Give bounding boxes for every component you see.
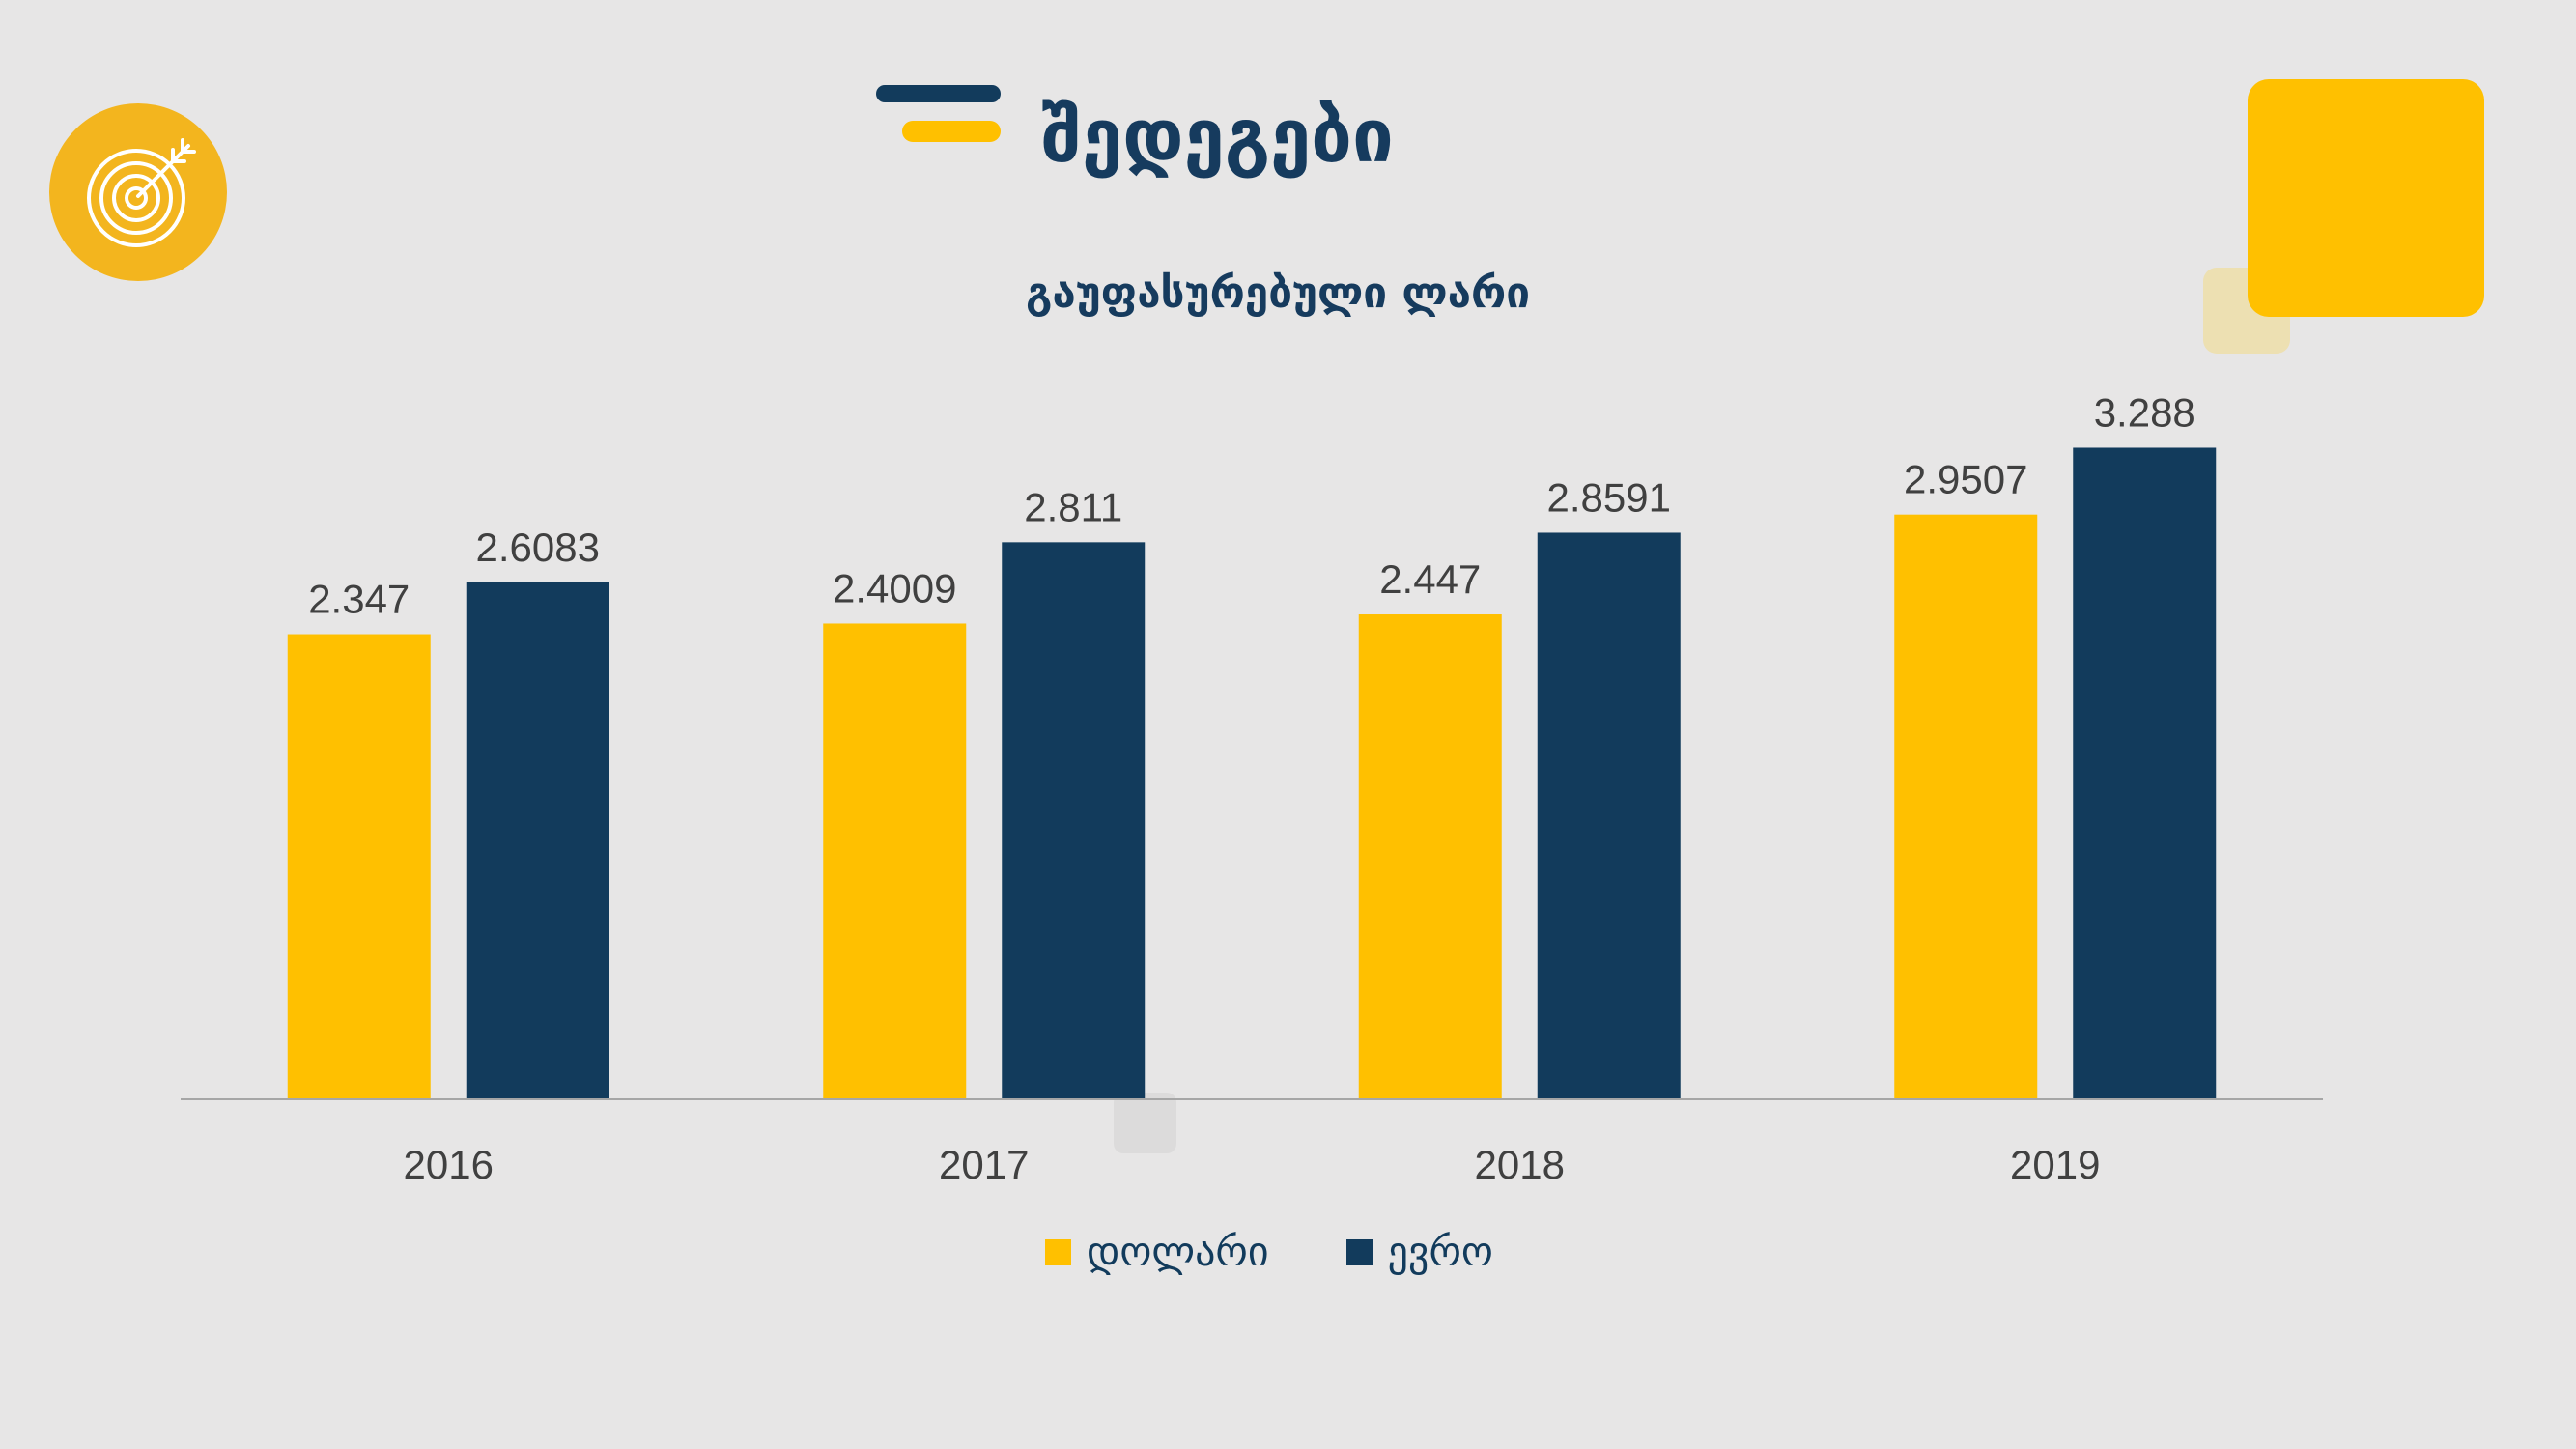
title-accent-bar-navy	[876, 85, 1001, 102]
data-label-2019-series-2: 3.288	[2094, 389, 2195, 435]
chart-title: გაუფასურებული ლარი	[1025, 269, 1531, 318]
legend-swatch-series-2	[1345, 1238, 1373, 1265]
target-badge	[49, 103, 227, 281]
data-label-2016-series-1: 2.347	[308, 577, 410, 622]
data-label-2017-series-1: 2.4009	[833, 565, 956, 611]
bars-group	[287, 447, 2217, 1099]
legend-swatch-series-1	[1045, 1238, 1071, 1265]
bar-2016-series-1	[287, 634, 431, 1099]
chart-legend: დოლარი ევრო	[1045, 1225, 1493, 1279]
data-label-2017-series-2: 2.811	[1024, 484, 1122, 529]
data-label-2016-series-2: 2.6083	[476, 525, 600, 570]
bar-2019-series-2	[2073, 447, 2217, 1099]
data-labels-group: 2.347 2.6083 2.4009 2.811 2.447 2.8591 2.9507 3…	[308, 389, 2195, 621]
bar-2017-series-2	[1002, 542, 1146, 1099]
decorative-square-yellow	[2248, 79, 2484, 317]
x-tick-labels-group: 2016 2017 2018 2019	[404, 1142, 2101, 1187]
bar-2016-series-2	[466, 582, 609, 1099]
bar-2018-series-1	[1358, 614, 1502, 1099]
legend-item-series-1: დოლარი	[1045, 1225, 1269, 1279]
x-tick-label-2019: 2019	[2010, 1142, 2100, 1187]
title-accent-bar-yellow	[902, 121, 1001, 142]
decorative-square-gray	[1114, 1093, 1176, 1153]
bar-2019-series-1	[1894, 514, 2038, 1099]
data-label-2018-series-2: 2.8591	[1547, 474, 1671, 520]
data-label-2018-series-1: 2.447	[1379, 556, 1481, 602]
legend-label-series-2: ევრო	[1387, 1228, 1493, 1275]
legend-label-series-1: დოლარი	[1087, 1228, 1269, 1275]
legend-item-series-2: ევრო	[1345, 1225, 1493, 1279]
target-arrow-icon	[87, 138, 196, 247]
bar-2017-series-1	[823, 623, 967, 1099]
bar-2018-series-2	[1537, 532, 1681, 1099]
x-tick-label-2018: 2018	[1475, 1142, 1565, 1187]
x-tick-label-2017: 2017	[939, 1142, 1029, 1187]
x-tick-label-2016: 2016	[404, 1142, 494, 1187]
page-title: შედეგები	[1041, 93, 1394, 179]
bar-chart: 2.347 2.6083 2.4009 2.811 2.447 2.8591 2.9507 3…	[181, 389, 2323, 1187]
data-label-2019-series-1: 2.9507	[1904, 457, 2027, 502]
